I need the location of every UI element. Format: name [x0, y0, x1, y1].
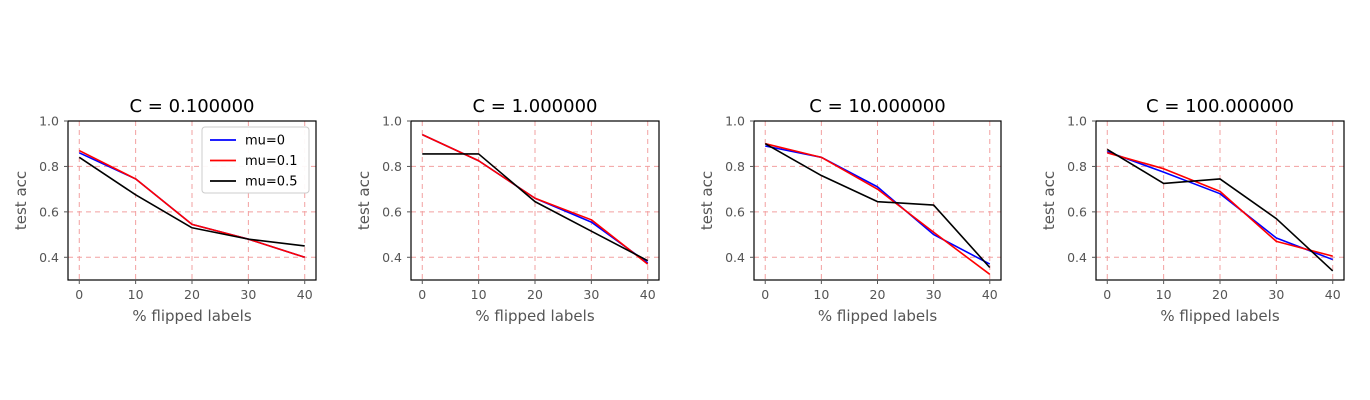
x-tick-label: 0 — [418, 287, 426, 302]
x-tick-label: 30 — [926, 287, 942, 302]
x-axis-label: % flipped labels — [132, 307, 251, 325]
y-tick-label: 0.4 — [382, 250, 402, 265]
chart-title: C = 100.000000 — [1146, 96, 1294, 117]
x-tick-label: 10 — [128, 287, 144, 302]
chart-panel-2: 0 10 20 30 40 0.4 0.6 0.8 1.0 C = 1.000000 % flipp… — [355, 96, 660, 325]
y-tick-label: 0.8 — [1067, 159, 1087, 174]
legend: mu=0 mu=0.1 mu=0.5 — [201, 126, 310, 194]
series-line-mu-0-5 — [78, 156, 305, 247]
x-tick-label: 20 — [1212, 287, 1228, 302]
legend-label: mu=0.5 — [245, 175, 297, 190]
y-tick-label: 0.4 — [39, 250, 59, 265]
x-tick-label: 10 — [813, 287, 829, 302]
x-tick-label: 30 — [583, 287, 599, 302]
x-tick-label: 0 — [75, 287, 83, 302]
y-tick-label: 0.8 — [382, 159, 402, 174]
y-tick-label: 0.6 — [39, 204, 59, 219]
series-line-mu-0-1 — [1107, 152, 1333, 257]
x-tick-label: 10 — [1156, 287, 1172, 302]
y-tick-label: 0.4 — [1067, 250, 1087, 265]
x-tick-label: 20 — [527, 287, 543, 302]
plot-area — [754, 121, 1001, 280]
x-axis-label: % flipped labels — [475, 307, 594, 325]
y-tick-label: 0.6 — [382, 204, 402, 219]
chart-title: C = 0.100000 — [130, 96, 255, 117]
legend-label: mu=0 — [245, 134, 285, 149]
legend-box — [201, 126, 310, 194]
legend-label: mu=0.1 — [245, 154, 297, 169]
x-axis-label: % flipped labels — [1160, 307, 1279, 325]
y-tick-label: 0.8 — [725, 159, 745, 174]
series-line-mu-0-1 — [421, 133, 649, 265]
chart-panel-3: 0 10 20 30 40 0.4 0.6 0.8 1.0 C = 10.000000 % flip… — [698, 96, 1002, 325]
x-tick-label: 40 — [297, 287, 313, 302]
x-tick-label: 40 — [982, 287, 998, 302]
y-axis-label: test acc — [698, 171, 716, 230]
x-tick-label: 10 — [471, 287, 487, 302]
x-tick-label: 20 — [184, 287, 200, 302]
y-tick-label: 1.0 — [1067, 114, 1087, 129]
series-line-mu-0-1 — [765, 142, 991, 275]
y-tick-label: 0.6 — [1067, 204, 1087, 219]
plot-area — [1096, 121, 1344, 280]
x-tick-label: 20 — [870, 287, 886, 302]
y-tick-label: 0.4 — [725, 250, 745, 265]
chart-title: C = 10.000000 — [809, 96, 945, 117]
y-axis-label: test acc — [1040, 171, 1058, 230]
series-line-mu-0-5 — [1106, 148, 1334, 272]
y-tick-label: 0.6 — [725, 204, 745, 219]
series-line-mu-0-5 — [764, 143, 991, 269]
x-tick-label: 40 — [1325, 287, 1341, 302]
series-line-mu-0-1 — [78, 149, 305, 259]
y-axis-label: test acc — [355, 171, 373, 230]
y-tick-label: 1.0 — [382, 114, 402, 129]
y-axis-label: test acc — [12, 171, 30, 230]
chart-panel-4: 0 10 20 30 40 0.4 0.6 0.8 1.0 C = 100.000000 % fli… — [1040, 96, 1345, 325]
x-tick-label: 0 — [761, 287, 769, 302]
chart-panel-1: 0 10 20 30 40 0.4 0.6 0.8 1.0 C = 0.100000 % flipp… — [12, 96, 317, 325]
plot-area — [411, 121, 659, 280]
x-axis-label: % flipped labels — [818, 307, 937, 325]
y-tick-label: 1.0 — [39, 114, 59, 129]
series-line-mu-0 — [1106, 150, 1334, 261]
x-tick-label: 40 — [640, 287, 656, 302]
y-tick-label: 0.8 — [39, 159, 59, 174]
x-tick-label: 30 — [1268, 287, 1284, 302]
x-tick-label: 0 — [1103, 287, 1111, 302]
x-tick-label: 30 — [240, 287, 256, 302]
series-line-mu-0-5 — [422, 153, 649, 262]
chart-title: C = 1.000000 — [473, 96, 598, 117]
y-tick-label: 1.0 — [725, 114, 745, 129]
